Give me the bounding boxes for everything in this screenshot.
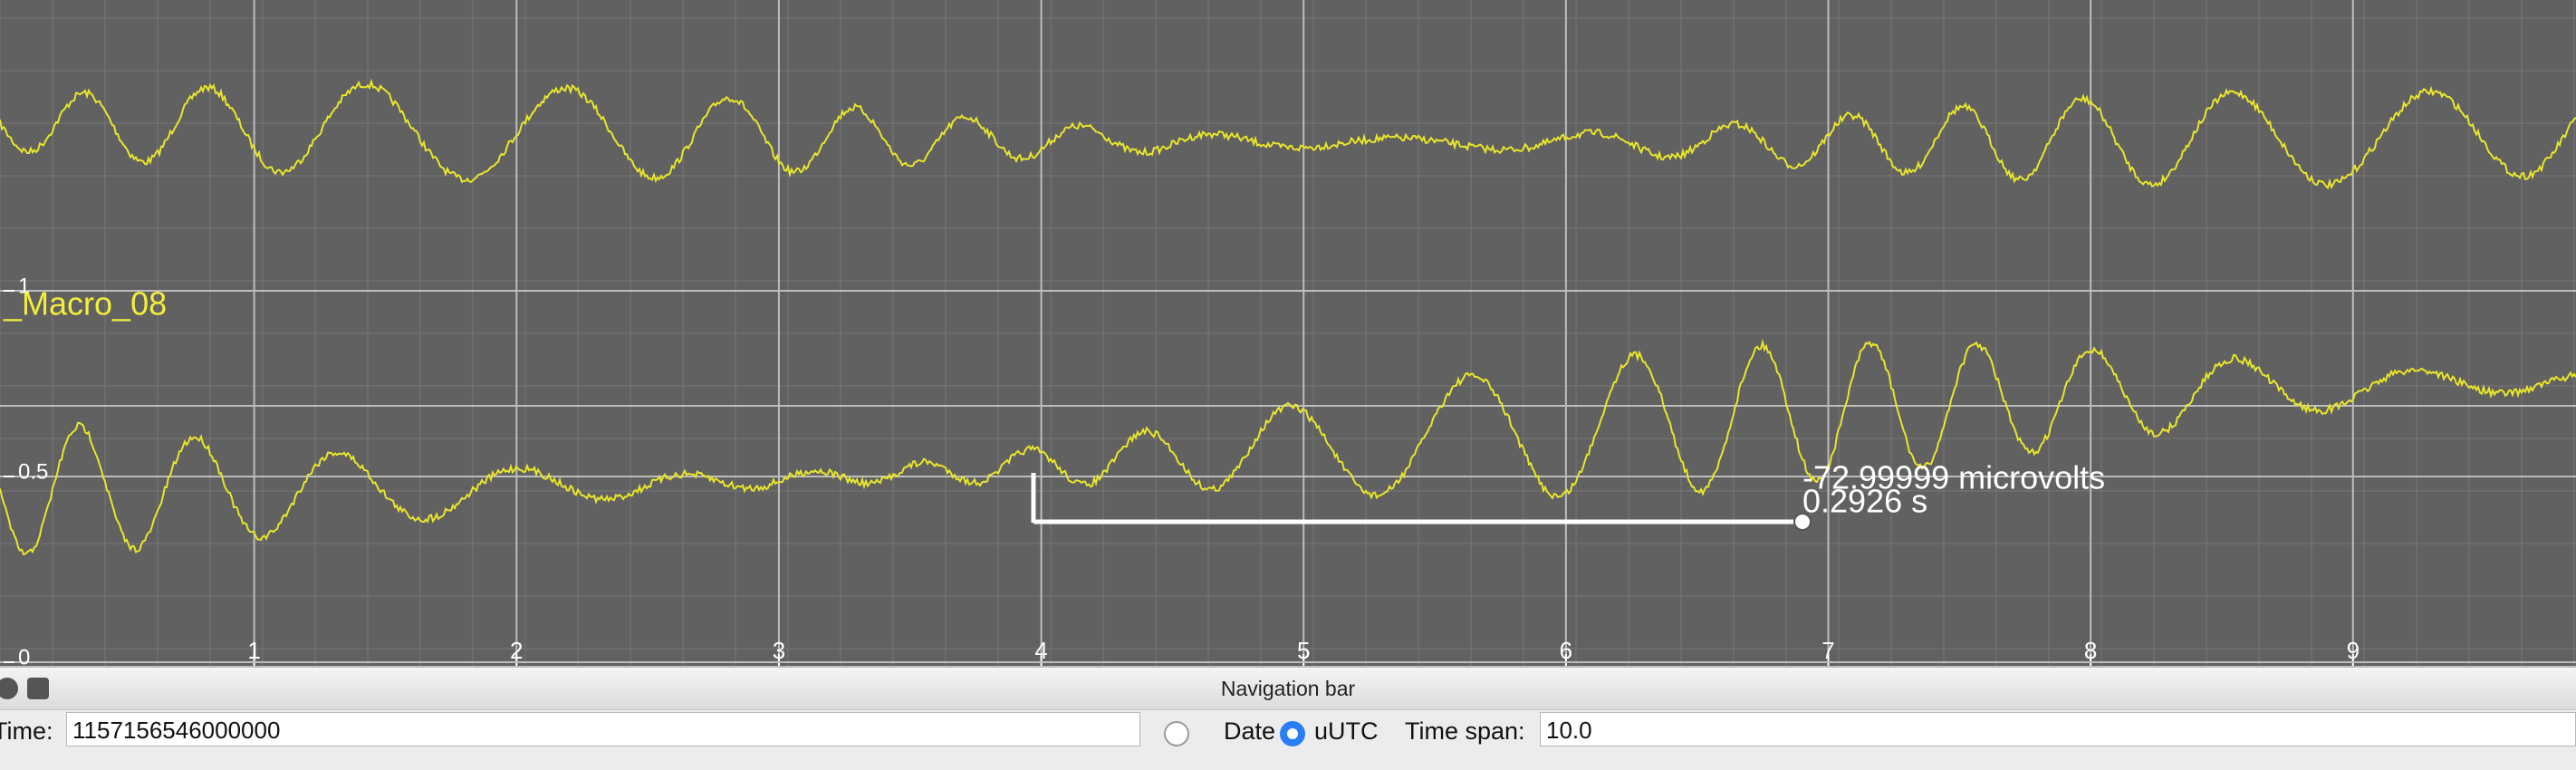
y-tick-label: 1 — [18, 274, 30, 298]
measure-handle[interactable] — [1793, 513, 1812, 531]
y-tick-label: 0.5 — [18, 459, 48, 484]
x-tick-label: 5 — [1297, 637, 1310, 664]
eeg-plot: 1 2 3 4 5 6 7 8 9 0 0.5 1 _Macro_08 -72.99999 micro… — [0, 0, 2576, 666]
grid: 1 2 3 4 5 6 7 8 9 0 0.5 1 — [0, 0, 2576, 666]
float-button[interactable] — [27, 678, 49, 699]
x-tick-label: 8 — [2084, 637, 2097, 664]
time-span-label: Time span: — [1405, 717, 1525, 745]
title-bar: Navigation bar — [0, 668, 2576, 710]
channel-label: _Macro_08 — [3, 285, 167, 322]
signal-trace — [0, 78, 2576, 190]
time-input[interactable]: 1157156546000000 — [66, 712, 1140, 746]
close-button[interactable] — [0, 678, 18, 699]
x-tick-label: 2 — [510, 637, 523, 664]
x-tick-label: 6 — [1560, 637, 1572, 664]
x-tick-label: 4 — [1034, 637, 1047, 664]
measurement: -72.99999 microvolts 0.2926 s — [1031, 459, 2105, 531]
x-tick-label: 7 — [1821, 637, 1834, 664]
minor-grid — [0, 0, 2576, 666]
utc-label: uUTC — [1314, 717, 1379, 745]
date-radio[interactable] — [1164, 721, 1189, 746]
x-tick-label: 9 — [2347, 637, 2360, 664]
signal-trace — [0, 338, 2576, 556]
x-tick-label: 1 — [247, 637, 260, 664]
time-label: Time: — [0, 717, 53, 745]
y-tick-label: 0 — [18, 645, 30, 666]
time-span-input[interactable]: 10.0 — [1540, 712, 2576, 746]
nav-title: Navigation bar — [1220, 677, 1356, 700]
utc-radio[interactable] — [1280, 721, 1305, 746]
traces — [0, 78, 2576, 556]
measure-value: -72.99999 microvolts — [1802, 459, 2105, 496]
x-tick-label: 3 — [773, 637, 785, 664]
measure-duration: 0.2926 s — [1802, 483, 1927, 520]
date-label: Date — [1224, 717, 1276, 745]
